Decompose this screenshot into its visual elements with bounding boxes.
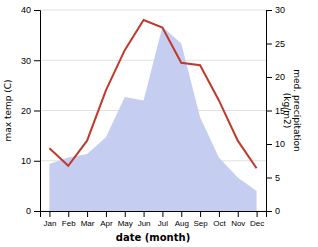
tick-mark: [34, 211, 40, 212]
tick: Jun: [138, 211, 151, 228]
grid: [40, 10, 266, 211]
tick-mark: [257, 211, 258, 217]
axis-line: [34, 11, 41, 212]
tick: 0: [26, 206, 40, 216]
tick-label: 10: [275, 139, 285, 149]
y2-axis-title-line: (kg/m2): [282, 93, 292, 128]
tick-mark: [49, 211, 50, 217]
tick-mark: [34, 60, 40, 61]
tick-mark: [34, 111, 40, 112]
tick: Sep: [193, 211, 208, 228]
tick: Dec: [250, 211, 264, 228]
tick-label: Mar: [81, 219, 95, 228]
tick: Aug: [175, 211, 189, 228]
tick: Jan: [43, 211, 56, 228]
tick-label: Apr: [100, 219, 113, 228]
tick: Oct: [213, 211, 226, 228]
tick-label: 20: [21, 106, 31, 116]
tick-label: Jun: [138, 219, 151, 228]
tick-mark: [266, 211, 272, 212]
tick-mark: [200, 211, 201, 217]
tick: Mar: [81, 211, 95, 228]
tick: Jul: [158, 211, 168, 228]
tick: Nov: [231, 211, 245, 228]
tick-mark: [106, 211, 107, 217]
tick: Apr: [100, 211, 113, 228]
tick: 20: [21, 106, 40, 116]
tick-label: Jan: [43, 219, 56, 228]
tick-label: Feb: [62, 219, 76, 228]
tick-label: Aug: [175, 219, 189, 228]
tick: 30: [21, 56, 40, 66]
tick-label: Sep: [193, 219, 208, 228]
tick-label: 5: [275, 173, 280, 183]
grid-line: [40, 10, 266, 11]
tick: May: [118, 211, 133, 228]
y2-axis-title: med. precipitation(kg/m2): [282, 69, 302, 151]
tick-label: 30: [21, 56, 31, 66]
tick: 40: [21, 5, 40, 15]
tick-label: 25: [275, 39, 285, 49]
tick-mark: [266, 111, 272, 112]
grid-line: [40, 60, 266, 61]
plot: Jan Feb Mar Apr May Jun Jul Aug Sep Oct Nov Dec 0 10 2…: [21, 5, 285, 227]
tick-mark: [125, 211, 126, 217]
y-axis-title: max temp (C): [3, 79, 13, 141]
tick: 30: [266, 5, 285, 15]
tick: 20: [266, 72, 285, 82]
tick-label: Jul: [158, 219, 168, 228]
tick-label: Dec: [250, 219, 264, 228]
tick-mark: [266, 77, 272, 78]
tick-mark: [266, 44, 272, 45]
tick-mark: [162, 211, 163, 217]
tick: 25: [266, 39, 285, 49]
tick: 0: [266, 206, 280, 216]
axis-line: [41, 212, 267, 218]
tick-mark: [68, 211, 69, 217]
marks: [49, 20, 256, 211]
axis-line: [267, 11, 273, 212]
tick-mark: [34, 10, 40, 11]
tick-mark: [266, 144, 272, 145]
x-axis: Jan Feb Mar Apr May Jun Jul Aug Sep Oct Nov Dec: [41, 211, 267, 228]
tick: 10: [21, 156, 40, 166]
tick-mark: [238, 211, 239, 217]
tick-mark: [266, 178, 272, 179]
tick-mark: [219, 211, 220, 217]
tick-label: 0: [26, 206, 31, 216]
tick-label: 20: [275, 72, 285, 82]
y-axis: 0 10 20 30 40: [21, 5, 41, 216]
tick-mark: [144, 211, 145, 217]
tick-label: Oct: [213, 219, 226, 228]
tick-label: 10: [21, 156, 31, 166]
tick-mark: [181, 211, 182, 217]
tick-mark: [34, 161, 40, 162]
x-axis-title: date (month): [116, 232, 190, 243]
area: [49, 27, 256, 211]
tick-label: 40: [21, 5, 31, 15]
tick: 10: [266, 139, 285, 149]
line: [49, 20, 256, 168]
tick-label: Nov: [231, 219, 245, 228]
tick-label: 0: [275, 206, 280, 216]
y2-axis-title-line: med. precipitation: [292, 69, 302, 151]
tick-label: 30: [275, 5, 285, 15]
tick: Feb: [62, 211, 76, 228]
chart: Jan Feb Mar Apr May Jun Jul Aug Sep Oct Nov Dec 0 10 2…: [0, 0, 318, 247]
tick-label: May: [118, 219, 133, 228]
tick-mark: [87, 211, 88, 217]
tick: 5: [266, 173, 280, 183]
tick-mark: [266, 10, 272, 11]
